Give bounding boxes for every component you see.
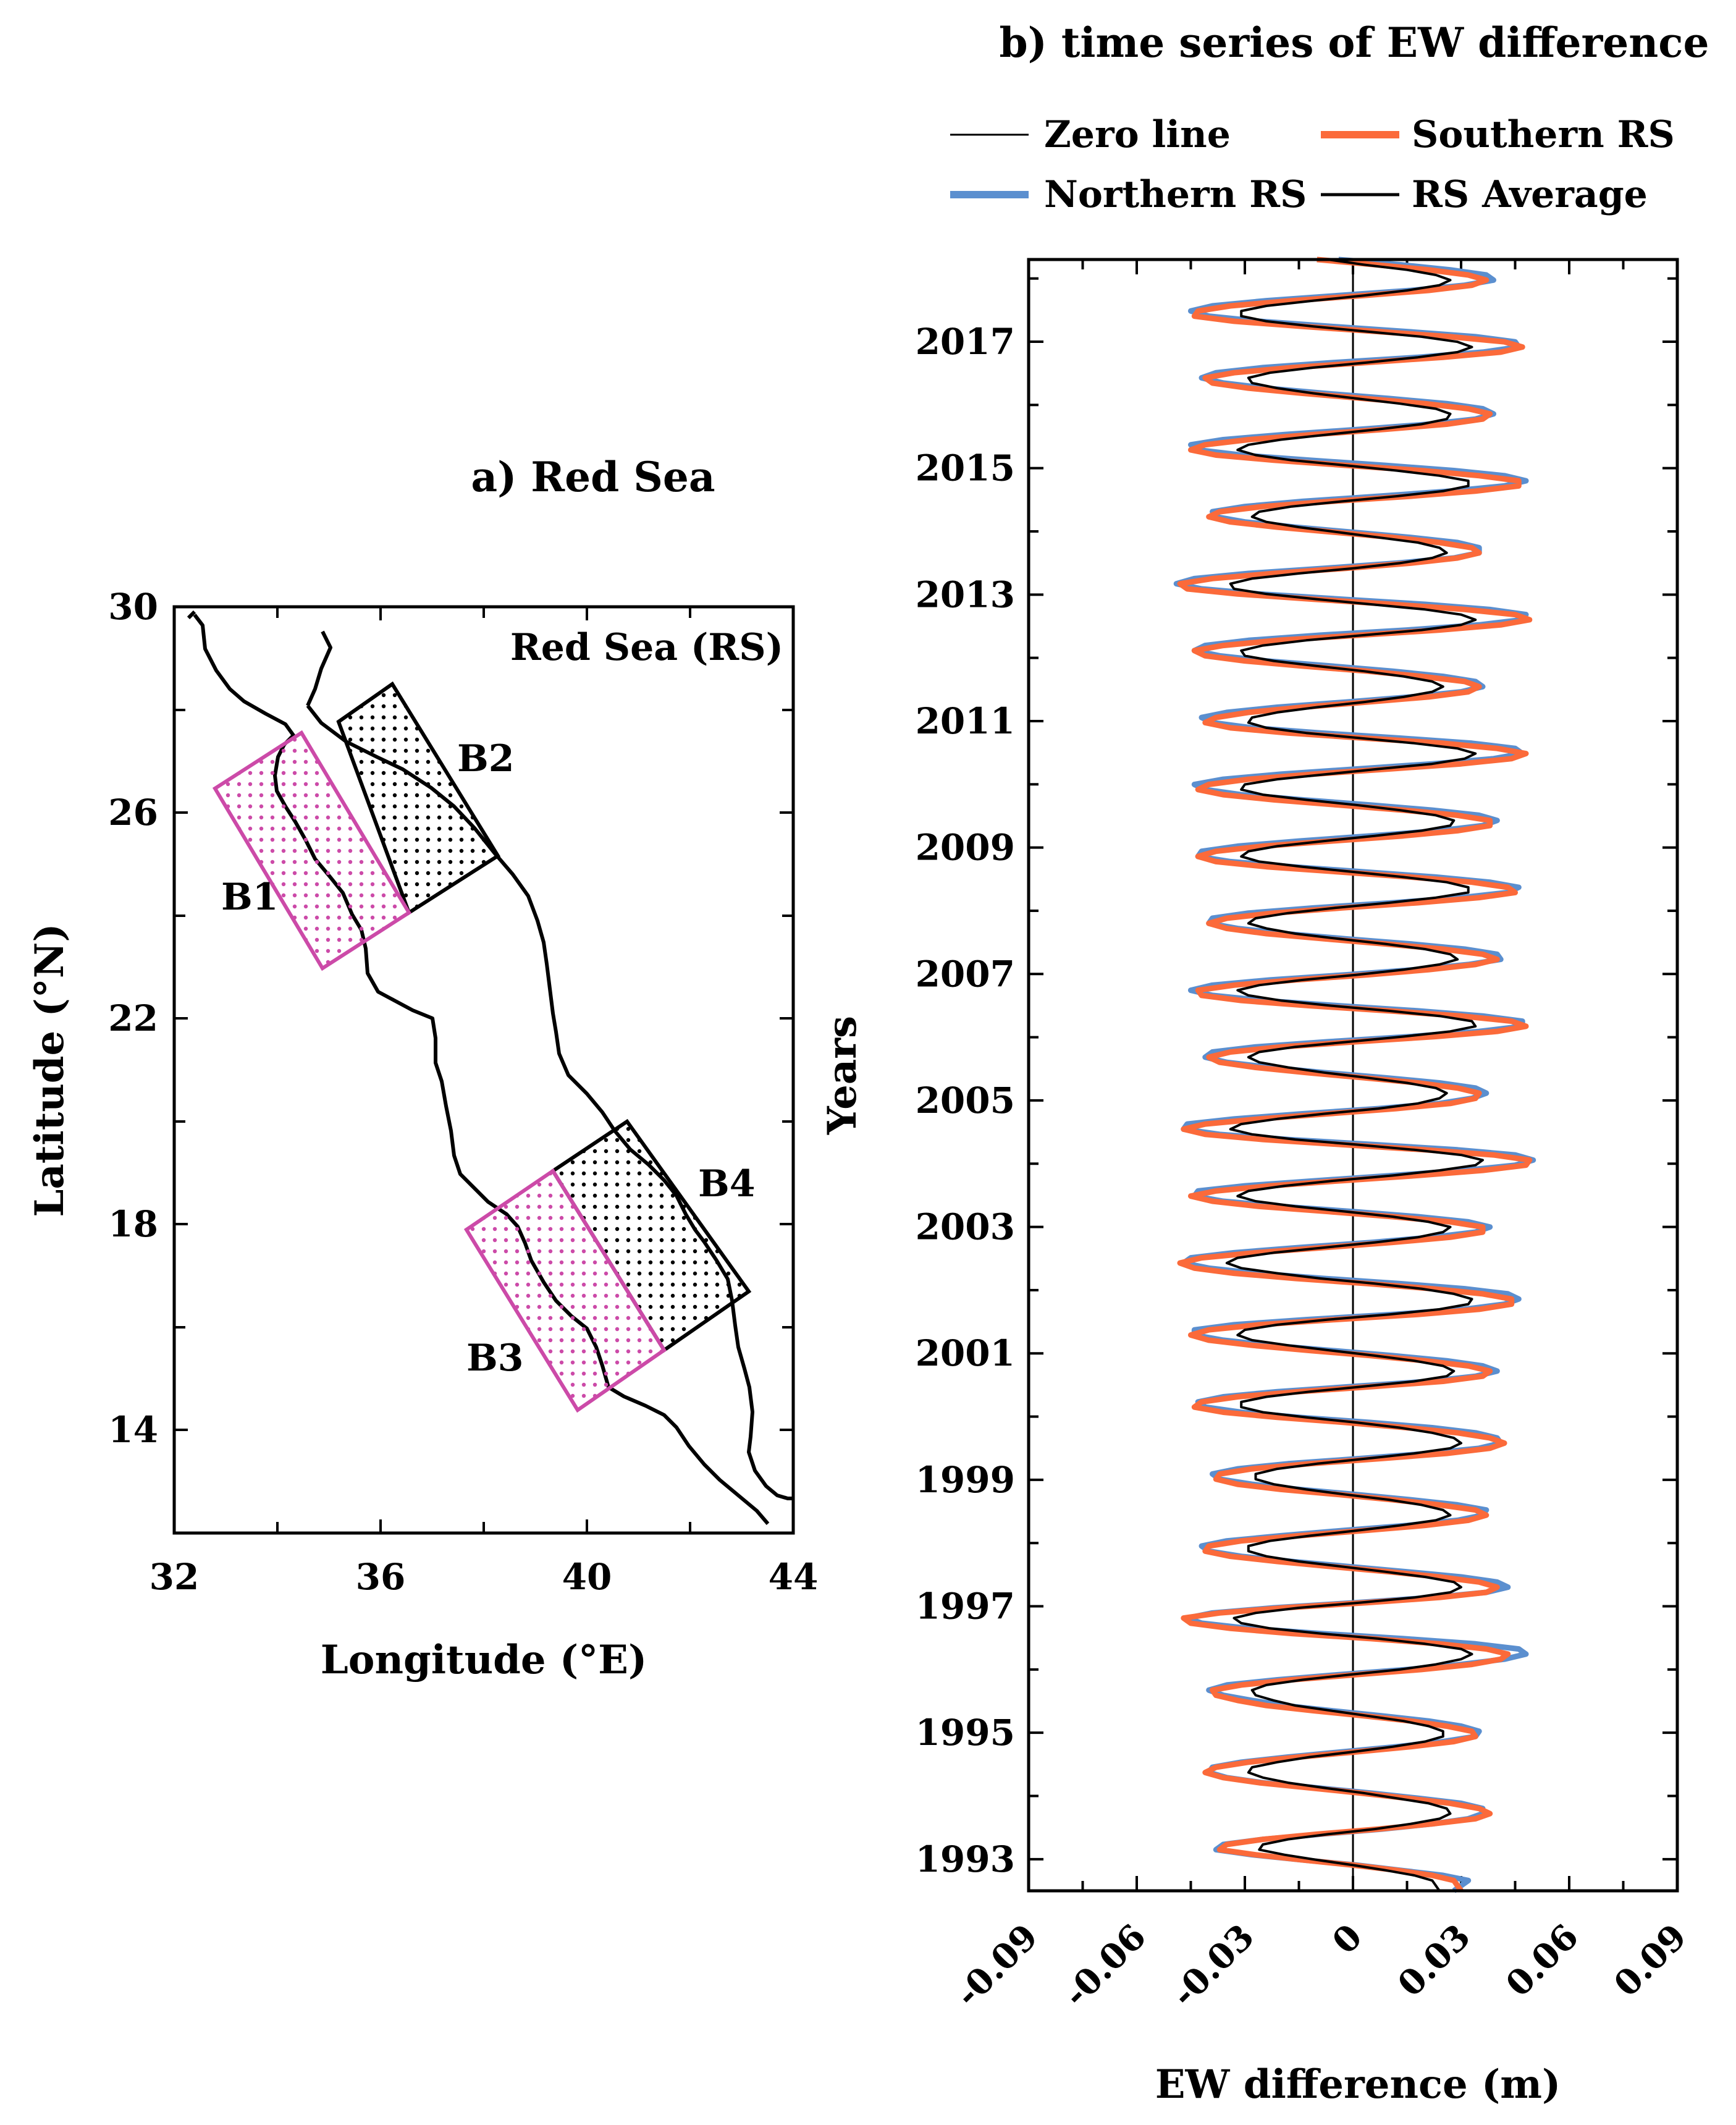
map-annotation: Red Sea (RS): [510, 626, 783, 669]
box-label-b3: B3: [466, 1337, 523, 1380]
box-b3: [463, 1168, 667, 1413]
map-y-tick-label: 18: [108, 1203, 158, 1245]
ts-y-tick-label: 2003: [916, 1206, 1015, 1248]
ts-y-tick-label: 2013: [916, 573, 1015, 615]
ts-y-tick-label: 2011: [916, 700, 1015, 742]
box-b2: [336, 681, 501, 916]
map-y-tick-label: 22: [108, 997, 158, 1039]
timeseries-panel: b) time series of EW difference Zero lin…: [819, 19, 1709, 2108]
map-x-ticks: [173, 607, 794, 1533]
ts-y-tick-labels: 1993 1995 1997 1999 2001 2003 2005 2007 2009 2011…: [916, 321, 1015, 1880]
map-panel: a) Red Sea 32 36 40 44 30 26 22: [27, 453, 818, 1683]
ts-y-tick-label: 2007: [916, 953, 1015, 995]
ts-x-tick-labels: -0.09 -0.06 -0.03 0 0.03 0.06 0.09: [947, 1916, 1695, 2015]
ts-x-tick-label: 0.09: [1606, 1916, 1695, 2005]
ts-plot-area: [1027, 256, 1679, 1893]
legend: Zero line Southern RS Northern RS RS Ave…: [950, 113, 1675, 216]
map-y-tick-label: 30: [108, 586, 158, 628]
map-x-tick-label: 44: [769, 1556, 819, 1598]
ts-frame: [1027, 258, 1679, 1893]
legend-label-average: RS Average: [1412, 173, 1648, 216]
series-line-rs-average: [1225, 258, 1484, 1892]
ts-x-tick-label: -0.06: [1055, 1916, 1154, 2015]
ts-y-tick-label: 2009: [916, 827, 1015, 869]
map-y-tick-label: 26: [108, 792, 158, 834]
box-label-b2: B2: [457, 737, 514, 780]
legend-label-zero-line: Zero line: [1044, 113, 1231, 156]
map-x-tick-label: 36: [356, 1556, 406, 1598]
ts-x-tick-label: 0.03: [1390, 1916, 1478, 2005]
ts-x-tick-label: 0.06: [1498, 1916, 1586, 2005]
map-x-axis-label: Longitude (°E): [321, 1637, 647, 1683]
box-label-b4: B4: [698, 1162, 755, 1206]
ts-y-tick-label: 1997: [916, 1586, 1015, 1628]
map-y-tick-label: 14: [108, 1409, 158, 1451]
legend-label-northern: Northern RS: [1044, 173, 1307, 216]
map-y-axis-label: Latitude (°N): [27, 923, 73, 1217]
box-b1: [212, 730, 412, 971]
ts-y-tick-label: 2017: [916, 321, 1015, 363]
ts-x-tick-label: -0.03: [1163, 1916, 1262, 2015]
ts-y-tick-label: 1999: [916, 1459, 1015, 1501]
ts-y-tick-label: 1995: [916, 1712, 1015, 1754]
ts-y-tick-label: 2015: [916, 447, 1015, 489]
ts-y-tick-label: 2001: [916, 1332, 1015, 1374]
ts-y-tick-label: 2005: [916, 1079, 1015, 1122]
legend-label-southern: Southern RS: [1412, 113, 1675, 156]
map-title: a) Red Sea: [471, 453, 715, 501]
box-label-b1: B1: [221, 876, 278, 919]
map-y-ticks: [174, 606, 793, 1431]
ts-y-axis-label: Years: [819, 1016, 866, 1135]
ts-x-tick-label: 0: [1325, 1916, 1370, 1962]
map-x-tick-label: 40: [562, 1556, 612, 1598]
ts-x-tick-label: -0.09: [947, 1916, 1046, 2015]
ts-y-tick-label: 1993: [916, 1838, 1015, 1880]
ts-x-axis-label: EW difference (m): [1155, 2061, 1561, 2108]
timeseries-title: b) time series of EW difference: [1000, 19, 1709, 67]
map-x-tick-label: 32: [150, 1556, 200, 1598]
